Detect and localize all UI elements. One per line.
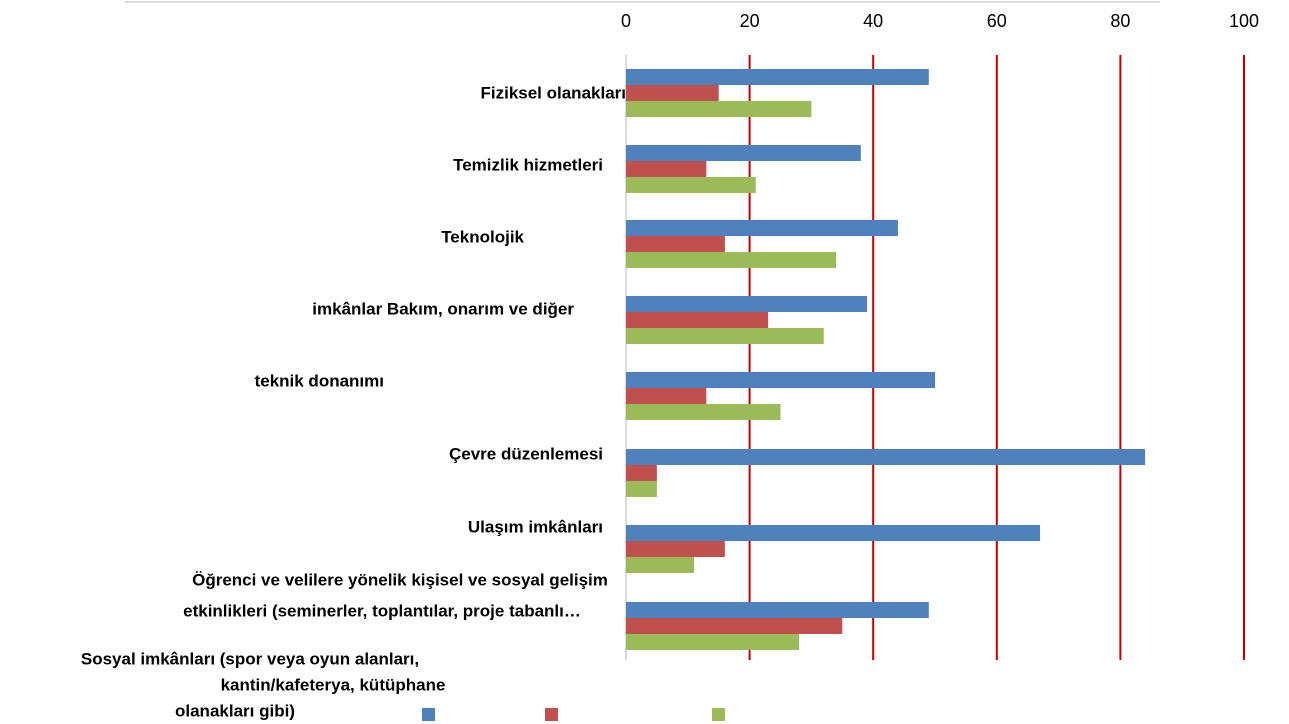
legend-swatch xyxy=(712,708,725,721)
bar xyxy=(626,465,657,481)
bar xyxy=(626,236,725,252)
bar xyxy=(626,618,843,634)
bar xyxy=(626,388,707,404)
y-tick-label: Öğrenci ve velilere yönelik kişisel ve s… xyxy=(192,570,608,589)
x-tick-label: 40 xyxy=(863,11,883,31)
y-tick-label: Çevre düzenlemesi xyxy=(449,444,603,463)
annotation: kantin/kafeterya, kütüphane xyxy=(221,675,446,694)
y-tick-label: imkânlar Bakım, onarım ve diğer xyxy=(312,299,574,318)
bar xyxy=(626,602,929,618)
y-tick-label: Temizlik hizmetleri xyxy=(453,155,603,174)
bar xyxy=(626,177,756,193)
y-tick-label: Teknolojik xyxy=(441,227,524,246)
bar xyxy=(626,481,657,497)
y-tick-label: Fiziksel olanakları xyxy=(480,83,626,102)
x-tick-label: 80 xyxy=(1110,11,1130,31)
x-tick-label: 20 xyxy=(740,11,760,31)
y-tick-label: Ulaşım imkânları xyxy=(468,517,603,536)
bar xyxy=(626,634,800,650)
annotation: Sosyal imkânları (spor veya oyun alanlar… xyxy=(81,649,419,668)
bar xyxy=(626,145,861,161)
legend-swatch xyxy=(422,708,435,721)
bar xyxy=(626,557,694,573)
bar xyxy=(626,312,769,328)
bar xyxy=(626,296,868,312)
y-tick-label: teknik donanımı xyxy=(255,371,384,390)
annotation: olanakları gibi) xyxy=(175,701,295,720)
legend-swatch xyxy=(545,708,558,721)
y-tick-label: etkinlikleri (seminerler, toplantılar, p… xyxy=(183,601,581,620)
bar xyxy=(626,404,781,420)
bar xyxy=(626,85,719,101)
bar xyxy=(626,252,837,268)
bar xyxy=(626,328,824,344)
x-tick-label: 0 xyxy=(621,11,631,31)
x-tick-label: 60 xyxy=(987,11,1007,31)
bar xyxy=(626,525,1041,541)
bar xyxy=(626,449,1146,465)
bar xyxy=(626,101,812,117)
bar xyxy=(626,541,725,557)
bar xyxy=(626,372,935,388)
bar xyxy=(626,161,707,177)
bar xyxy=(626,69,929,85)
x-tick-label: 100 xyxy=(1229,11,1259,31)
bar xyxy=(626,220,898,236)
